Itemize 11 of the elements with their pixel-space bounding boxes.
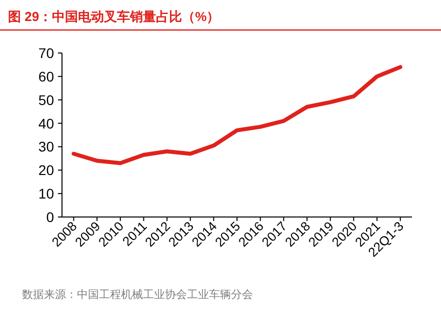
chart-title: 图 29：中国电动叉车销量占比（%） <box>8 9 220 24</box>
y-tick-label: 70 <box>38 45 54 61</box>
y-tick-label: 0 <box>46 209 54 225</box>
line-series <box>72 65 402 166</box>
y-tick-label: 50 <box>38 92 54 108</box>
y-tick-label: 10 <box>38 186 54 202</box>
y-tick-label: 60 <box>38 68 54 84</box>
y-tick-label: 20 <box>38 162 54 178</box>
y-tick-label: 30 <box>38 138 54 155</box>
source-note: 数据来源：中国工程机械工业协会工业车辆分会 <box>22 288 253 301</box>
y-tick-label: 40 <box>38 115 54 132</box>
